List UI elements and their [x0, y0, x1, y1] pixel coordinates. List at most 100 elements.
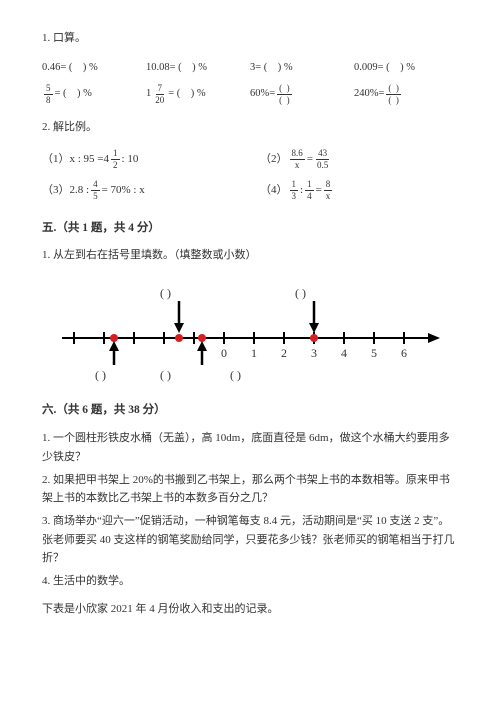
- svg-text:0: 0: [221, 346, 227, 360]
- q1-r2c1-text: = ( ) %: [55, 86, 92, 103]
- q1-r1c3: 3= ( ) %: [250, 60, 354, 77]
- q1-title: 1. 口算。: [42, 30, 458, 48]
- arrowhead-bot-1: [109, 341, 119, 351]
- red-dot-3: [198, 334, 206, 342]
- frac-43-05: 43 0.5: [315, 149, 330, 170]
- q1-r2c3: 60%= ( ) ( ): [250, 84, 354, 105]
- svg-text:6: 6: [401, 346, 407, 360]
- q1-r2c2-text: = ( ) %: [168, 86, 205, 103]
- prop-label: （1）: [42, 151, 70, 169]
- q1-r1c1: 0.46= ( ) %: [42, 60, 146, 77]
- q1-row2: 5 8 = ( ) % 1 7 20 = ( ) % 60%= ( ) ( ) …: [42, 84, 458, 105]
- frac-num: 1: [290, 180, 299, 191]
- section6-q4: 4. 生活中的数学。: [42, 572, 458, 591]
- number-line-svg: ( ) ( ) 0 1 2 3 4 5 6 ( ) ( ) ( ): [42, 283, 442, 383]
- prop-label: （2）: [260, 151, 288, 169]
- svg-text:5: 5: [371, 346, 377, 360]
- frac-den: 0.5: [315, 160, 330, 170]
- eq-sign: =: [307, 151, 313, 169]
- section6-q3: 3. 商场举办“迎六一”促销活动，一种钢笔每支 8.4 元，活动期间是“买 10…: [42, 512, 458, 568]
- red-dot-1: [110, 334, 118, 342]
- q2-title: 2. 解比例。: [42, 119, 458, 137]
- frac-num: 5: [44, 84, 53, 95]
- q1-r2c4: 240%= ( ) ( ): [354, 84, 458, 105]
- frac-1-3: 1 3: [290, 180, 299, 201]
- mixed-whole: 4: [104, 151, 110, 169]
- eq-sign: =: [316, 182, 322, 200]
- prop-left: x : 95 =: [70, 151, 104, 169]
- q1-r2c4-text: 240%=: [354, 86, 384, 103]
- q1-r2c3-text: 60%=: [250, 86, 275, 103]
- frac-den: x: [324, 191, 333, 201]
- frac-den: 8: [44, 95, 53, 105]
- prop-2: （2） 8.6 x = 43 0.5: [260, 149, 458, 170]
- frac-num: 43: [316, 149, 329, 160]
- frac-den: ( ): [386, 95, 401, 105]
- frac-paren: ( ) ( ): [277, 84, 292, 105]
- q1-r2c1: 5 8 = ( ) %: [42, 84, 146, 105]
- frac-7-20: 7 20: [153, 84, 166, 105]
- colon: :: [300, 182, 303, 200]
- frac-num: ( ): [386, 84, 401, 95]
- prop-label: （4）: [260, 182, 288, 200]
- frac-1-4: 1 4: [305, 180, 314, 201]
- section6-q1: 1. 一个圆柱形铁皮水桶（无盖），高 10dm，底面直径是 6dm，做这个水桶大…: [42, 429, 458, 466]
- prop-1: （1） x : 95 = 4 1 2 : 10: [42, 149, 240, 170]
- frac-den: ( ): [277, 95, 292, 105]
- section5-q: 1. 从左到右在括号里填数。（填整数或小数）: [42, 247, 458, 265]
- frac-num: 7: [156, 84, 165, 95]
- paren-bot-3: ( ): [230, 368, 241, 382]
- prop-left: 2.8 :: [70, 182, 90, 200]
- paren-bot-1: ( ): [95, 368, 106, 382]
- svg-text:2: 2: [281, 346, 287, 360]
- frac-4-5: 4 5: [91, 180, 100, 201]
- section6-q2: 2. 如果把甲书架上 20%的书搬到乙书架上，那么两个书架上书的本数相等。原来甲…: [42, 471, 458, 508]
- frac-den: 3: [290, 191, 299, 201]
- frac-den: 4: [305, 191, 314, 201]
- svg-text:1: 1: [251, 346, 257, 360]
- red-dot-2: [175, 334, 183, 342]
- frac-num: ( ): [277, 84, 292, 95]
- svg-text:3: 3: [311, 346, 317, 360]
- frac-num: 1: [111, 149, 120, 160]
- mixed-whole: 1: [146, 86, 151, 103]
- frac-8-x: 8 x: [324, 180, 333, 201]
- frac-den: 2: [111, 160, 120, 170]
- section6-title: 六.（共 6 题，共 38 分）: [42, 401, 458, 419]
- arrowhead-bot-2: [197, 341, 207, 351]
- frac-paren: ( ) ( ): [386, 84, 401, 105]
- ticks: 0 1 2 3 4 5 6: [74, 332, 407, 360]
- axis-arrow: [428, 333, 440, 343]
- frac-86-x: 8.6 x: [290, 149, 305, 170]
- section6-q4-sub: 下表是小欣家 2021 年 4 月份收入和支出的记录。: [42, 601, 458, 619]
- section5-title: 五.（共 1 题，共 4 分）: [42, 219, 458, 237]
- frac-den: 5: [91, 191, 100, 201]
- q1-row1: 0.46= ( ) % 10.08= ( ) % 3= ( ) % 0.009=…: [42, 60, 458, 77]
- number-line: ( ) ( ) 0 1 2 3 4 5 6 ( ) ( ) ( ): [42, 283, 458, 383]
- prop-label: （3）: [42, 182, 70, 200]
- frac-den: x: [293, 160, 302, 170]
- paren-top-1: ( ): [160, 286, 171, 300]
- mixed-1-7-20: 1 7 20: [146, 84, 168, 105]
- arrowhead-top-1: [174, 323, 184, 333]
- svg-text:4: 4: [341, 346, 347, 360]
- mixed-4-1-2: 4 1 2: [104, 149, 122, 170]
- frac-5-8: 5 8: [44, 84, 53, 105]
- q1-r1c4: 0.009= ( ) %: [354, 60, 458, 77]
- frac-1-2: 1 2: [111, 149, 120, 170]
- prop-3: （3） 2.8 : 4 5 = 70% : x: [42, 180, 240, 201]
- prop-right: : 10: [122, 151, 139, 169]
- prop-4: （4） 1 3 : 1 4 = 8 x: [260, 180, 458, 201]
- q1-r2c2: 1 7 20 = ( ) %: [146, 84, 250, 105]
- paren-bot-2: ( ): [160, 368, 171, 382]
- red-dot-4: [310, 334, 318, 342]
- prop-right: = 70% : x: [102, 182, 145, 200]
- paren-top-2: ( ): [295, 286, 306, 300]
- frac-num: 1: [305, 180, 314, 191]
- arrowhead-top-2: [309, 323, 319, 333]
- frac-den: 20: [153, 95, 166, 105]
- q1-r1c2: 10.08= ( ) %: [146, 60, 250, 77]
- proportion-grid: （1） x : 95 = 4 1 2 : 10 （2） 8.6 x = 43 0…: [42, 149, 458, 201]
- frac-num: 4: [91, 180, 100, 191]
- frac-num: 8.6: [290, 149, 305, 160]
